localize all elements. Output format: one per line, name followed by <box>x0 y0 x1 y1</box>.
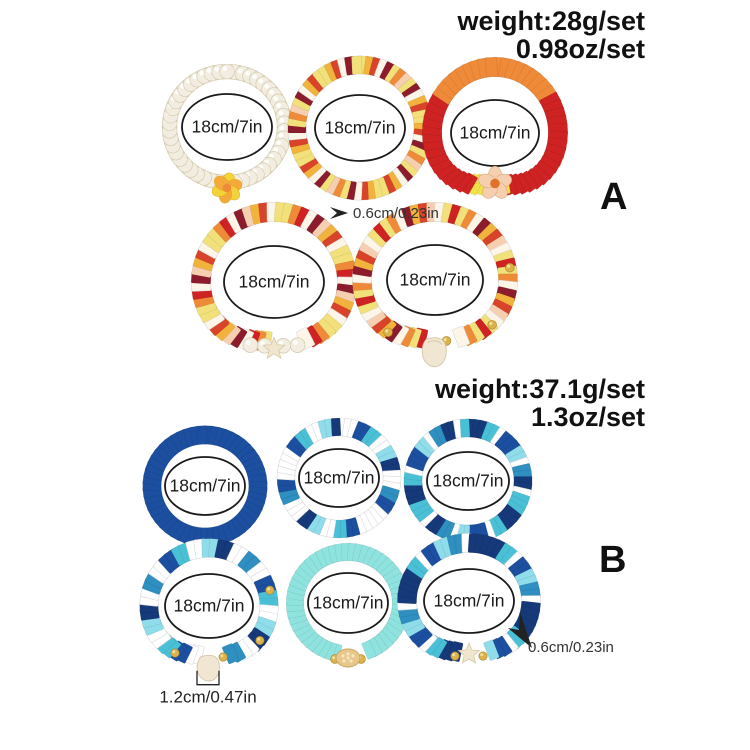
svg-text:0.6cm/0.23in: 0.6cm/0.23in <box>353 205 439 222</box>
svg-text:18cm/7in: 18cm/7in <box>238 272 309 292</box>
svg-text:weight:28g/set: weight:28g/set <box>456 6 645 36</box>
svg-text:18cm/7in: 18cm/7in <box>191 117 262 137</box>
svg-text:18cm/7in: 18cm/7in <box>399 270 470 290</box>
svg-text:weight:37.1g/set: weight:37.1g/set <box>434 374 645 404</box>
svg-text:18cm/7in: 18cm/7in <box>324 118 395 138</box>
svg-text:18cm/7in: 18cm/7in <box>169 476 240 496</box>
svg-text:18cm/7in: 18cm/7in <box>433 591 504 611</box>
svg-text:18cm/7in: 18cm/7in <box>312 593 383 613</box>
svg-text:0.98oz/set: 0.98oz/set <box>516 34 645 64</box>
svg-text:A: A <box>600 176 627 218</box>
svg-text:18cm/7in: 18cm/7in <box>303 468 374 488</box>
svg-text:18cm/7in: 18cm/7in <box>432 471 503 491</box>
svg-text:18cm/7in: 18cm/7in <box>173 596 244 616</box>
svg-text:1.2cm/0.47in: 1.2cm/0.47in <box>159 688 256 707</box>
svg-text:1.3oz/set: 1.3oz/set <box>531 402 645 432</box>
svg-text:B: B <box>599 539 626 581</box>
svg-text:0.6cm/0.23in: 0.6cm/0.23in <box>528 639 614 656</box>
svg-text:18cm/7in: 18cm/7in <box>459 123 530 143</box>
